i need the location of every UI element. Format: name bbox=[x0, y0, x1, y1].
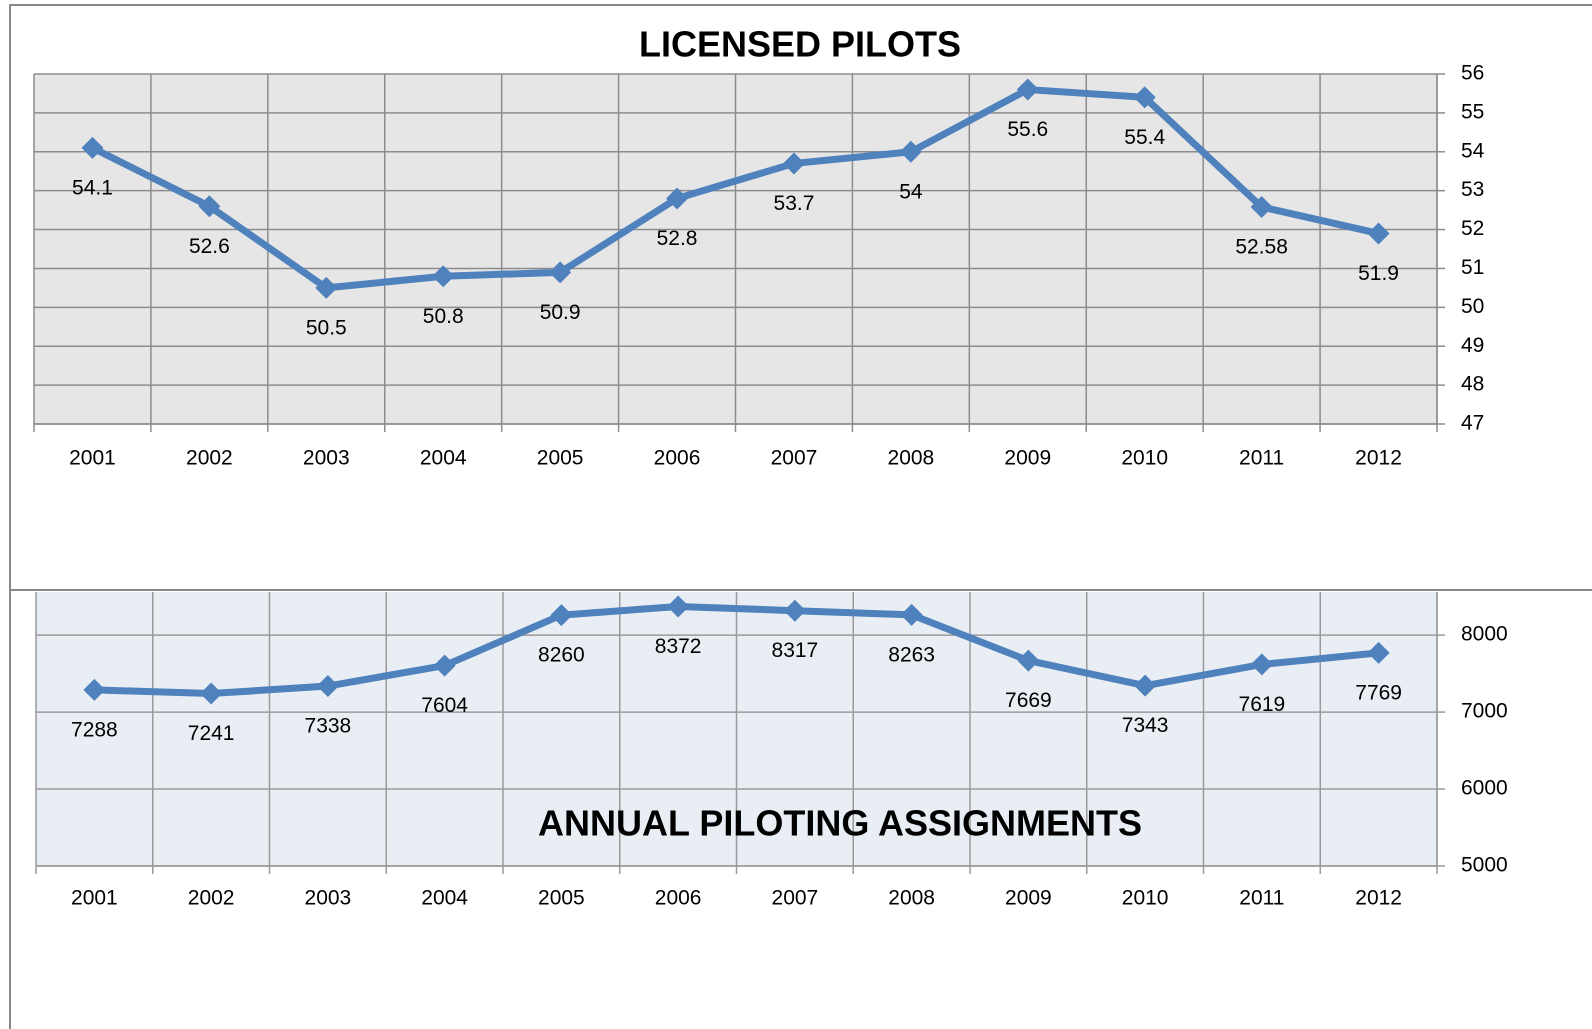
data-label: 7619 bbox=[1239, 693, 1286, 716]
data-label: 53.7 bbox=[774, 192, 815, 215]
marker bbox=[783, 599, 806, 622]
y-tick-label: 54 bbox=[1461, 139, 1485, 162]
marker bbox=[315, 276, 338, 299]
y-tick-label: 48 bbox=[1461, 373, 1484, 396]
x-tick-label: 2012 bbox=[1355, 887, 1402, 910]
x-tick-label: 2011 bbox=[1239, 887, 1284, 910]
chart-title: LICENSED PILOTS bbox=[639, 24, 961, 65]
x-tick-label: 2001 bbox=[69, 447, 116, 470]
x-tick-label: 2005 bbox=[538, 887, 585, 910]
marker bbox=[1017, 649, 1040, 672]
marker bbox=[549, 261, 572, 284]
data-label: 55.6 bbox=[1007, 118, 1048, 141]
x-tick-label: 2007 bbox=[772, 887, 819, 910]
marker bbox=[1016, 78, 1039, 101]
data-label: 7338 bbox=[305, 715, 352, 738]
y-tick-label: 51 bbox=[1461, 256, 1484, 279]
y-tick-label: 8000 bbox=[1461, 623, 1508, 646]
data-label: 7604 bbox=[421, 694, 468, 717]
x-tick-label: 2008 bbox=[888, 447, 935, 470]
x-tick-label: 2009 bbox=[1005, 887, 1052, 910]
x-tick-label: 2006 bbox=[654, 447, 701, 470]
y-tick-label: 49 bbox=[1461, 334, 1484, 357]
y-tick-label: 6000 bbox=[1461, 777, 1508, 800]
x-tick-label: 2006 bbox=[655, 887, 702, 910]
x-tick-label: 2007 bbox=[771, 447, 818, 470]
data-label: 8263 bbox=[888, 643, 935, 666]
data-label: 55.4 bbox=[1124, 126, 1165, 149]
data-label: 52.6 bbox=[189, 235, 230, 258]
data-label: 7669 bbox=[1005, 689, 1052, 712]
x-tick-label: 2010 bbox=[1121, 447, 1168, 470]
y-tick-label: 56 bbox=[1461, 62, 1484, 85]
marker bbox=[550, 604, 573, 627]
marker bbox=[1133, 86, 1156, 109]
marker bbox=[432, 265, 455, 288]
data-label: 50.8 bbox=[423, 305, 464, 328]
marker bbox=[316, 675, 339, 698]
marker bbox=[1250, 196, 1273, 218]
x-tick-label: 2002 bbox=[186, 447, 233, 470]
y-tick-label: 55 bbox=[1461, 100, 1484, 123]
chart-title: ANNUAL PILOTING ASSIGNMENTS bbox=[538, 803, 1142, 844]
data-label: 54.1 bbox=[72, 176, 113, 199]
marker bbox=[1367, 222, 1390, 245]
x-tick-label: 2009 bbox=[1004, 447, 1051, 470]
data-label: 7769 bbox=[1355, 681, 1402, 704]
marker bbox=[1367, 641, 1390, 664]
x-tick-label: 2004 bbox=[420, 447, 467, 470]
marker bbox=[1134, 674, 1157, 697]
y-tick-label: 47 bbox=[1461, 412, 1484, 435]
marker bbox=[1250, 653, 1273, 676]
marker bbox=[899, 140, 922, 163]
data-label: 50.9 bbox=[540, 301, 581, 324]
x-tick-label: 2002 bbox=[188, 887, 235, 910]
marker bbox=[83, 678, 106, 701]
marker bbox=[198, 195, 221, 218]
marker bbox=[666, 187, 689, 210]
x-tick-label: 2003 bbox=[305, 887, 352, 910]
x-tick-label: 2001 bbox=[71, 887, 118, 910]
marker bbox=[782, 152, 805, 175]
y-tick-label: 7000 bbox=[1461, 700, 1508, 723]
x-tick-label: 2011 bbox=[1239, 447, 1284, 470]
data-label: 52.58 bbox=[1235, 236, 1288, 259]
data-label: 7241 bbox=[188, 722, 235, 745]
x-tick-label: 2004 bbox=[421, 887, 468, 910]
data-label: 8317 bbox=[772, 639, 819, 662]
y-tick-label: 5000 bbox=[1461, 854, 1508, 877]
data-label: 7343 bbox=[1122, 714, 1169, 737]
data-label: 52.8 bbox=[657, 227, 698, 250]
y-tick-label: 53 bbox=[1461, 178, 1484, 201]
line bbox=[94, 602, 1379, 698]
data-label: 50.5 bbox=[306, 316, 347, 339]
marker bbox=[81, 136, 104, 159]
data-label: 51.9 bbox=[1358, 262, 1399, 285]
marker bbox=[667, 595, 690, 618]
line bbox=[90, 86, 1380, 292]
x-tick-label: 2005 bbox=[537, 447, 584, 470]
data-label: 7288 bbox=[71, 718, 118, 741]
x-tick-label: 2010 bbox=[1122, 887, 1169, 910]
data-label: 54 bbox=[899, 180, 923, 203]
x-tick-label: 2003 bbox=[303, 447, 350, 470]
marker bbox=[200, 682, 223, 705]
y-tick-label: 52 bbox=[1461, 217, 1484, 240]
data-label: 8372 bbox=[655, 635, 702, 658]
marker bbox=[900, 603, 923, 626]
x-tick-label: 2012 bbox=[1355, 447, 1402, 470]
data-label: 8260 bbox=[538, 644, 585, 667]
marker bbox=[433, 654, 456, 677]
y-tick-label: 50 bbox=[1461, 295, 1484, 318]
x-tick-label: 2008 bbox=[888, 887, 935, 910]
